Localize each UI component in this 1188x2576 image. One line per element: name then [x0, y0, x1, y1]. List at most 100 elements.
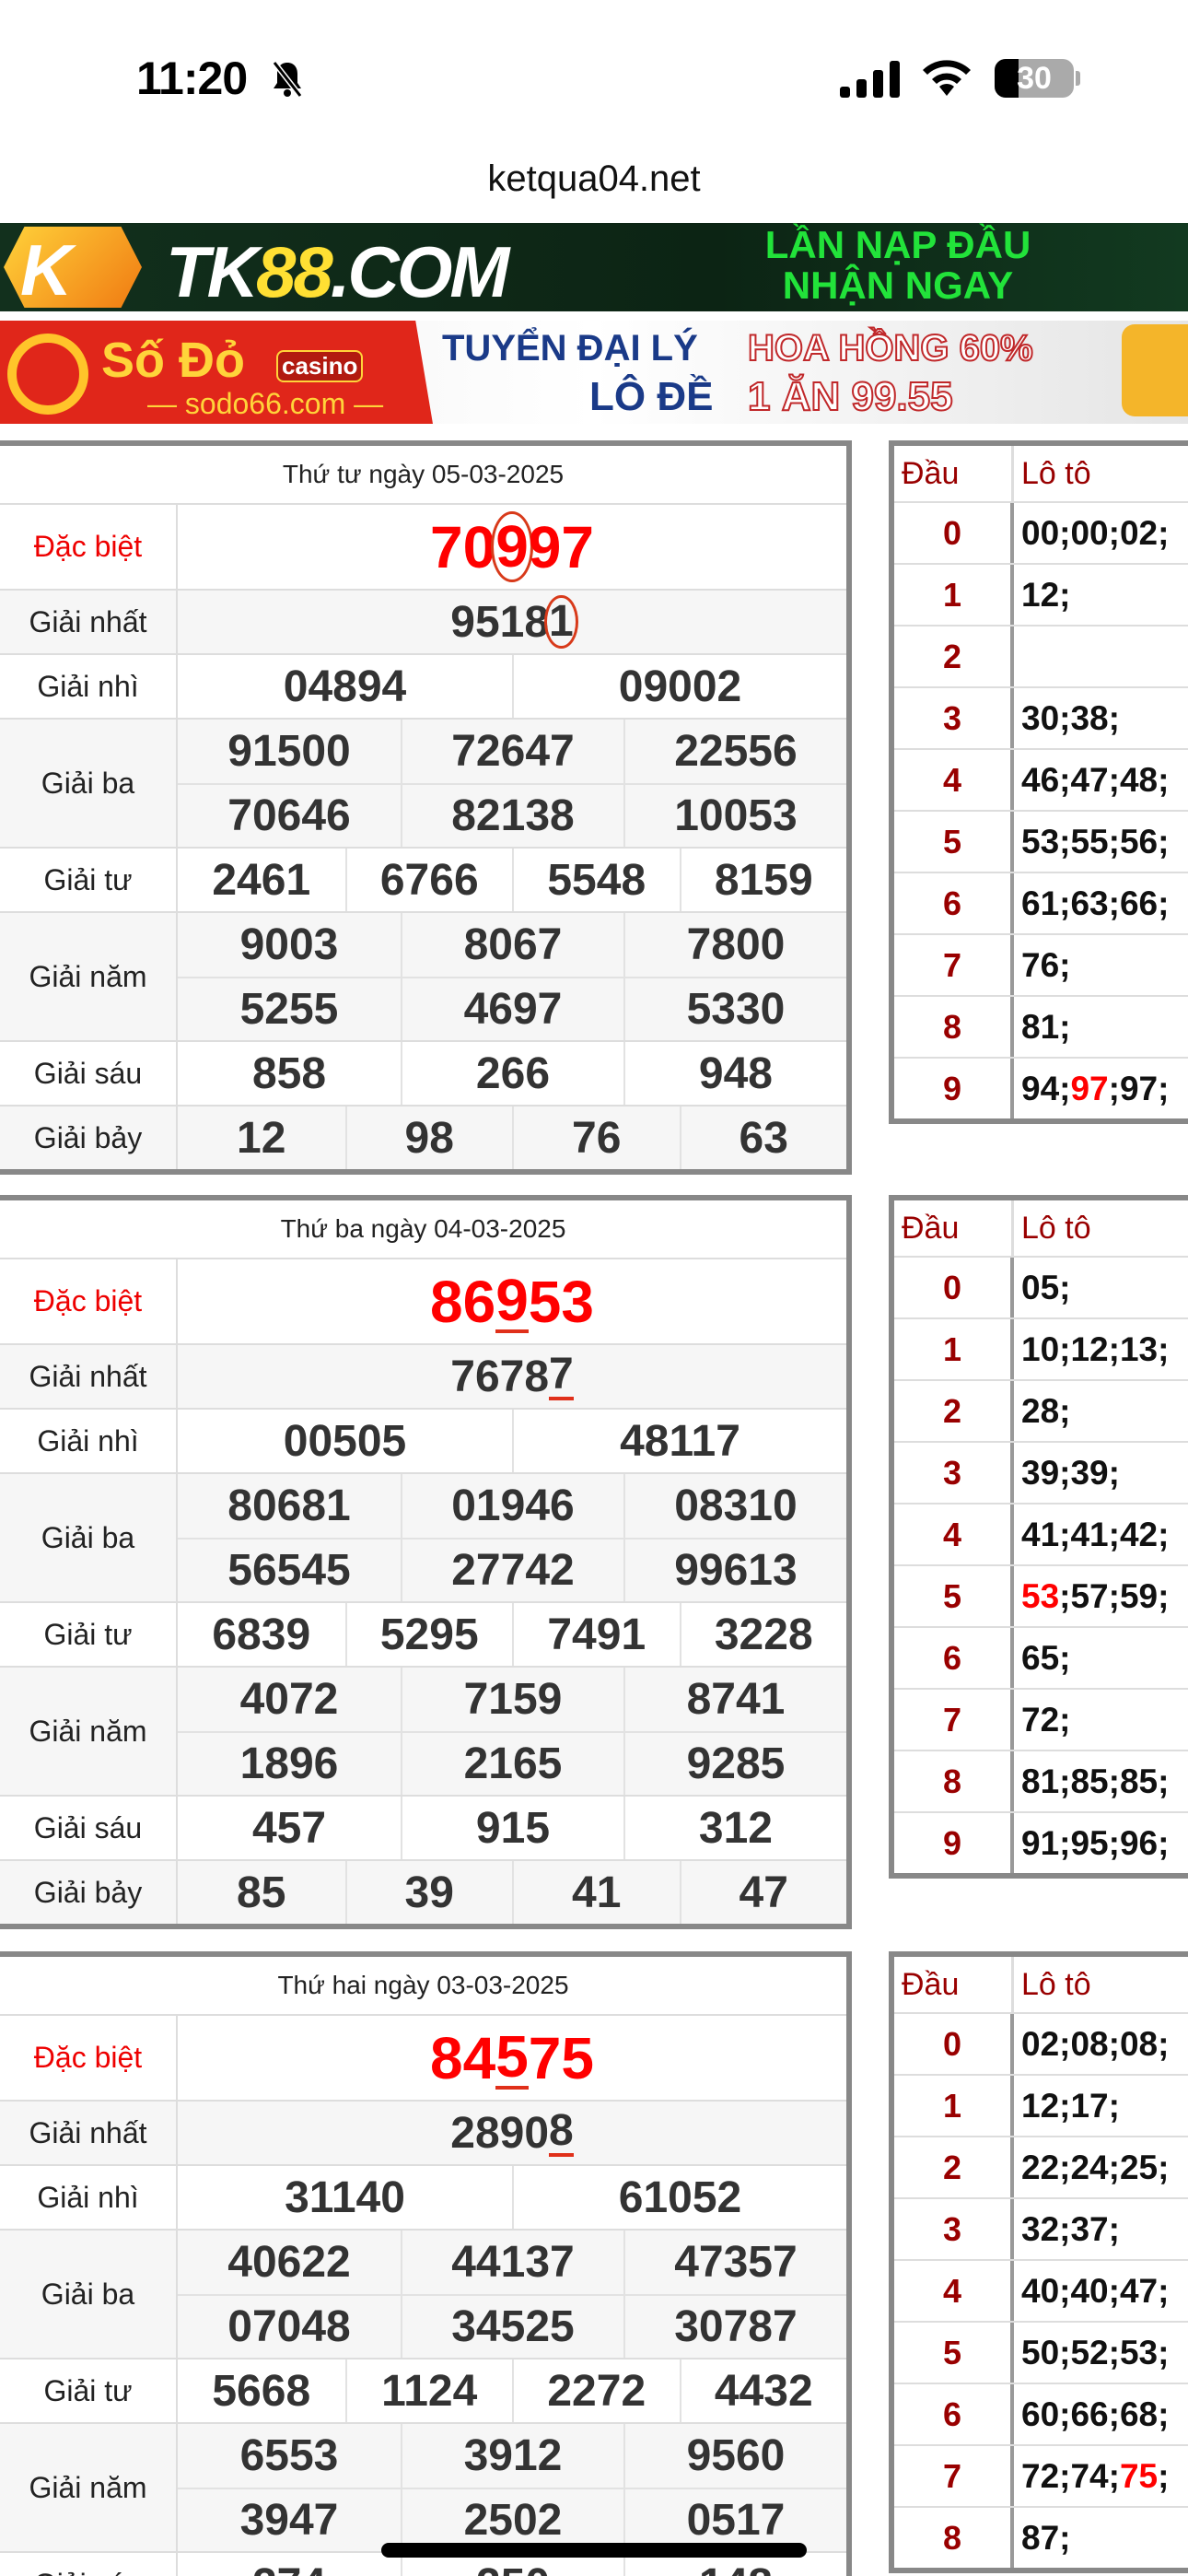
prize-label: Giải ba [0, 720, 178, 847]
loto-number: 65 [1021, 1639, 1070, 1678]
loto-number: 47 [1070, 761, 1119, 800]
loto-head: 6 [894, 873, 1014, 933]
loto-number: 46 [1021, 761, 1070, 800]
loto-numbers: 3237 [1014, 2199, 1188, 2259]
loto-head: 5 [894, 1566, 1014, 1626]
loto-row: 8 81 [894, 995, 1188, 1057]
prize-row-fourth: Giải tư 2461 6766 5548 8159 [0, 847, 846, 911]
prize-label: Giải nhất [0, 2102, 178, 2164]
loto-number: 47 [1120, 2272, 1169, 2311]
prize-number: 76 [512, 1107, 680, 1169]
loto-row: 7 76 [894, 933, 1188, 995]
prize-number: 00505 [283, 1416, 407, 1466]
prize-label: Giải nhì [0, 1410, 178, 1472]
loto-row: 0 05 [894, 1256, 1188, 1317]
prize-number: 4072 [239, 1675, 339, 1724]
loto-numbers: 818585 [1014, 1751, 1188, 1811]
prize-label: Giải bảy [0, 1861, 178, 1924]
prize-number: 915 [400, 1797, 623, 1859]
results-date-header: Thứ tư ngày 05-03-2025 [0, 446, 846, 503]
prize-number: 7159 [400, 1668, 623, 1731]
prize-number: 148 [623, 2553, 846, 2576]
loto-numbers: 414142 [1014, 1505, 1188, 1564]
loto-numbers: 81 [1014, 997, 1188, 1057]
loto-row: 0000002 [894, 501, 1188, 563]
prize-number: 10053 [623, 783, 846, 847]
loto-row: 2 28 [894, 1379, 1188, 1441]
loto-numbers: 101213 [1014, 1319, 1188, 1379]
prize-number: 85 [237, 1868, 286, 1917]
loto-row: 2 [894, 625, 1188, 686]
loto-number: 37 [1070, 2210, 1119, 2249]
digits: 86 [430, 1268, 496, 1335]
annotated-digit: 8 [549, 2106, 574, 2157]
prize-number: 91500 [227, 727, 351, 776]
address-bar[interactable]: ketqua04.net [487, 158, 701, 199]
loto-head: 4 [894, 1505, 1014, 1564]
prize-values: 9003 8067 7800 5255 4697 5330 [178, 913, 846, 1040]
loto-numbers: 919596 [1014, 1813, 1188, 1873]
prize-number: 8067 [400, 913, 623, 977]
loto-row: 4404047 [894, 2259, 1188, 2321]
loto-header: Đầu Lô tô [894, 446, 1188, 501]
prize-number: 30787 [623, 2294, 846, 2358]
prize-number: 5330 [623, 977, 846, 1040]
loto-header-label: Lô tô [1021, 1210, 1091, 1246]
first-number: 2890 8 [178, 2102, 846, 2164]
loto-number: 97 [1120, 1070, 1169, 1108]
prize-number: 09002 [512, 655, 846, 718]
loto-number: 52 [1070, 2334, 1119, 2372]
prize-label: Giải ba [0, 1474, 178, 1601]
loto-row: 7 72 [894, 1688, 1188, 1750]
loto-number: 81 [1021, 1008, 1070, 1047]
results-table: Thứ ba ngày 04-03-2025 Đặc biệt 86 9 53 Giải … [0, 1195, 852, 1929]
loto-row: 33939 [894, 1441, 1188, 1503]
prize-number: 250 [400, 2553, 623, 2576]
prize-label: Đặc biệt [0, 1259, 178, 1343]
tk88-brand: TK88.COM [166, 231, 509, 311]
cellular-signal-icon [840, 61, 900, 98]
prize-number: 9003 [239, 920, 339, 969]
loto-numbers: 464748 [1014, 750, 1188, 810]
dau-header: Đầu [894, 446, 1014, 501]
ad-banner-tk88[interactable]: K TK88.COM LẦN NẠP ĐẦU NHẬN NGAY [0, 223, 1188, 311]
loto-row: 5535556 [894, 810, 1188, 872]
loto-head: 5 [894, 812, 1014, 872]
battery-icon: 30 [995, 59, 1074, 98]
loto-number: 96 [1120, 1824, 1169, 1863]
prize-values: 31140 61052 [178, 2166, 846, 2229]
prize-number: 47 [679, 1861, 847, 1924]
prize-row-third: Giải ba 80681 01946 08310 56545 27742 99613 [0, 1472, 846, 1601]
prize-number: 8159 [679, 849, 847, 911]
loto-head: 8 [894, 1751, 1014, 1811]
tk88-logo: K [4, 227, 142, 308]
prize-row-third: Giải ba 40622 44137 47357 07048 34525 30787 [0, 2229, 846, 2358]
prize-number: 31140 [285, 2172, 405, 2222]
loto-head: 2 [894, 1381, 1014, 1441]
loto-head: 3 [894, 2199, 1014, 2259]
loto-number: 66 [1070, 2395, 1119, 2434]
loto-header-label: Lô tô [1021, 1966, 1091, 2002]
loto-number: 32 [1021, 2210, 1070, 2249]
prize-label: Giải ba [0, 2231, 178, 2358]
loto-head: 4 [894, 2261, 1014, 2321]
loto-head: 7 [894, 1690, 1014, 1750]
prize-label: Giải nhất [0, 1345, 178, 1408]
loto-number: 91 [1021, 1824, 1070, 1863]
loto-numbers: 1217 [1014, 2076, 1188, 2136]
prize-row-seventh: Giải bảy 12 98 76 63 [0, 1105, 846, 1169]
prize-row-first: Giải nhất 7678 7 [0, 1343, 846, 1408]
loto-number: 87 [1021, 2519, 1070, 2558]
home-indicator[interactable] [381, 2543, 807, 2558]
ad-banner-sodo[interactable]: Số Đỏ casino — sodo66.com — TUYỂN ĐẠI LÝ H… [0, 321, 1188, 424]
loto-number: 08 [1120, 2025, 1169, 2064]
wifi-icon [923, 60, 971, 96]
annotated-digit: 9 [495, 1266, 529, 1333]
prize-label: Giải năm [0, 1668, 178, 1795]
prize-label: Giải nhất [0, 591, 178, 653]
digits: 2890 [450, 2108, 550, 2158]
prize-number: 08310 [623, 1474, 846, 1538]
prize-number: 4432 [679, 2359, 847, 2422]
loto-number: 60 [1021, 2395, 1070, 2434]
